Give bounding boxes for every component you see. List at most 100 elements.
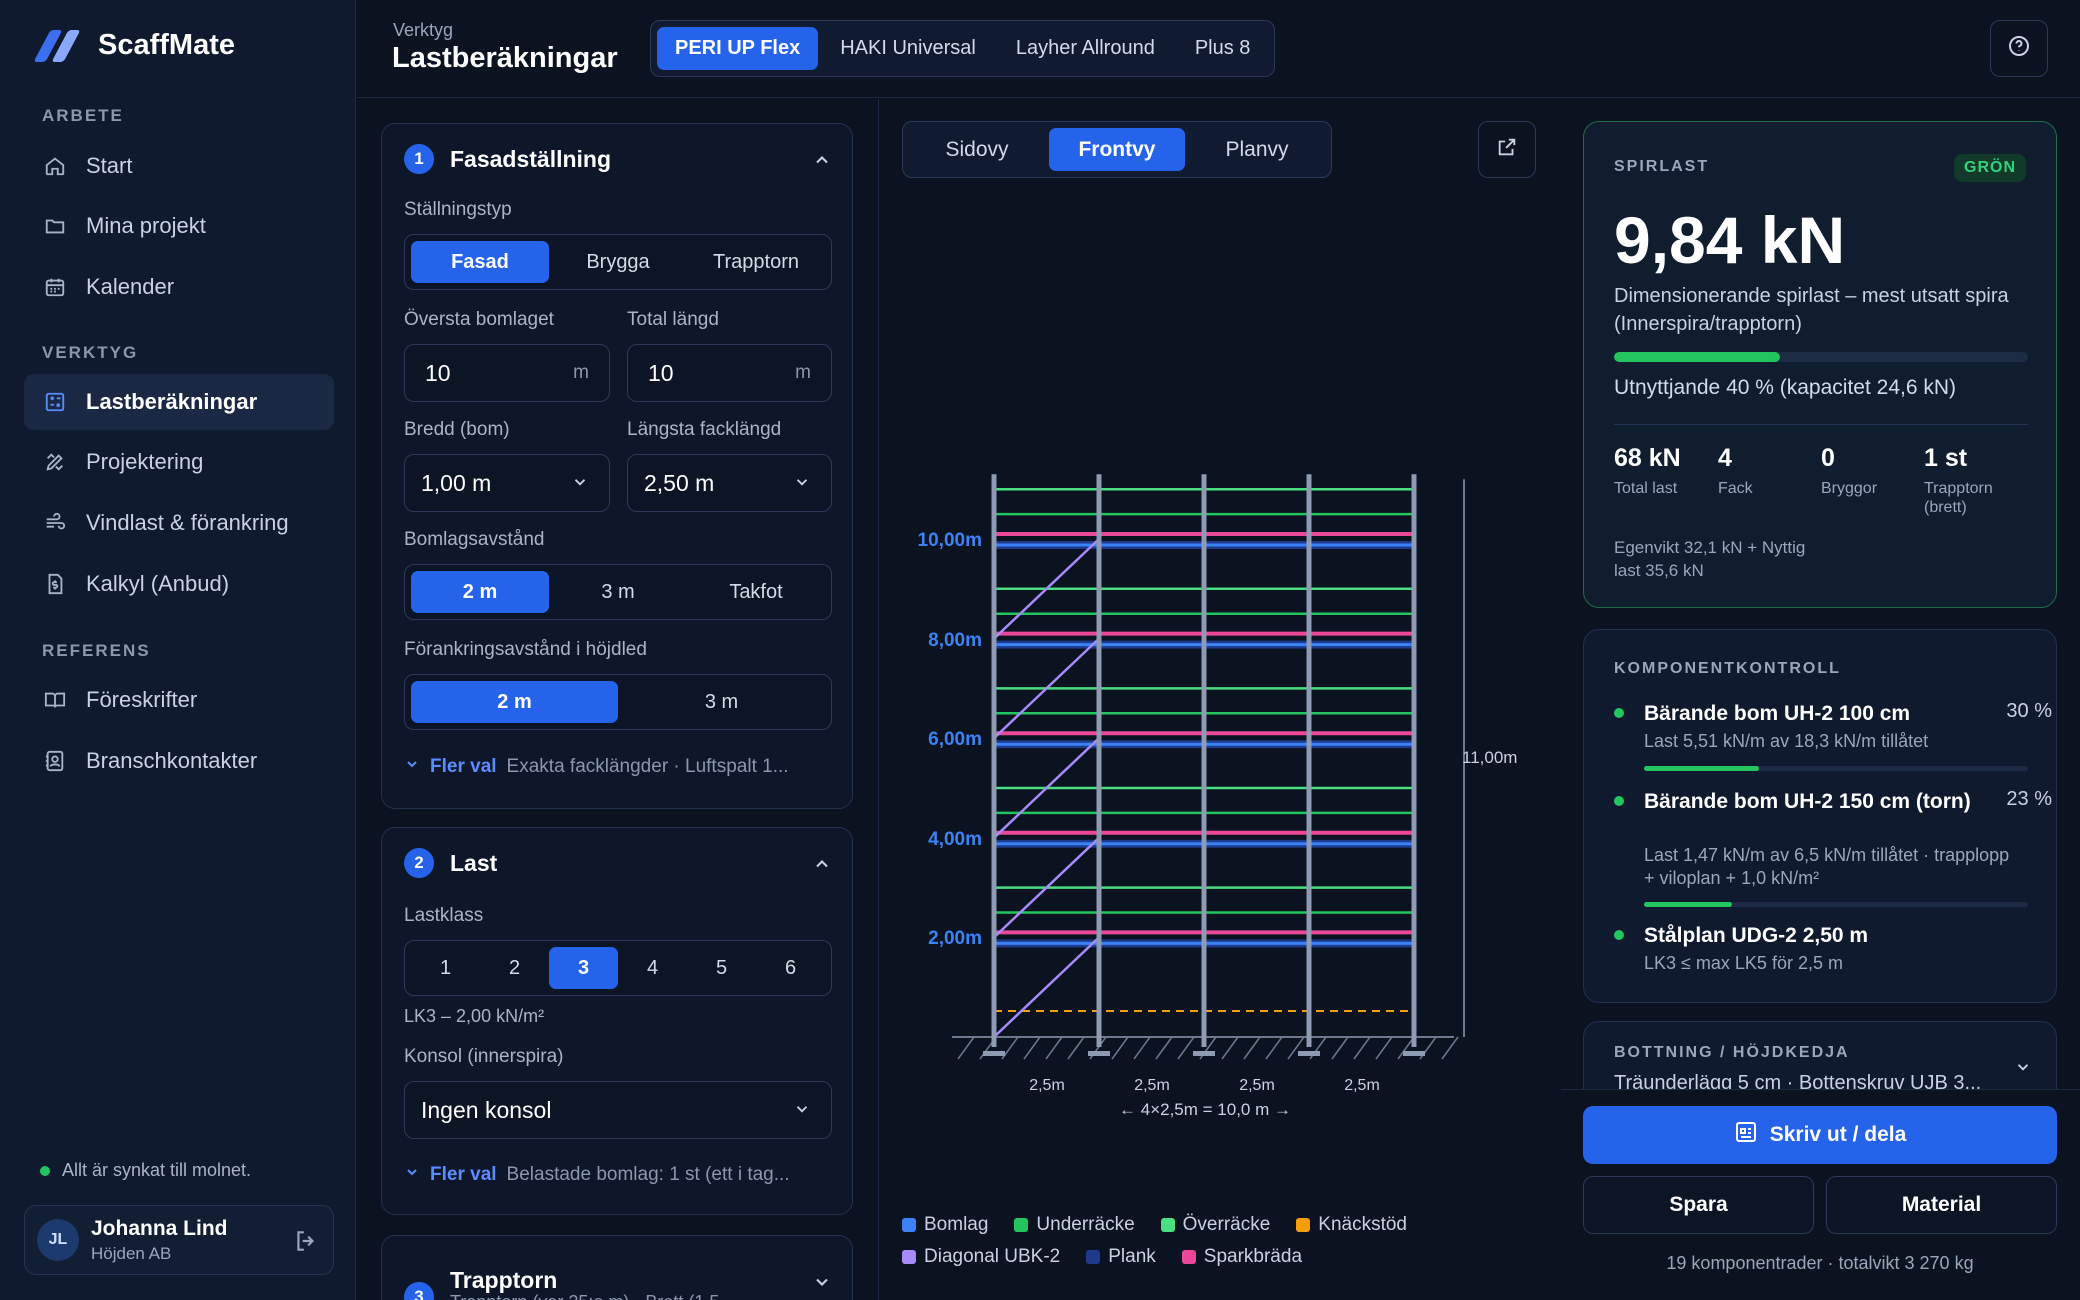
avatar: JL [37,1219,79,1261]
option-lk1[interactable]: 1 [439,956,452,979]
spirlast-description: Dimensionerande spirlast – mest utsatt s… [1614,285,2009,335]
section-number: 1 [404,144,434,174]
bay-dimension-label: 2,5m [1239,1077,1275,1094]
legend-item: Sparkbräda [1181,1246,1302,1268]
option-2m[interactable]: 2 m [411,571,549,613]
option-fasad[interactable]: Fasad [411,241,549,283]
help-button[interactable] [1990,20,2048,77]
chevron-down-icon[interactable] [2014,1058,2032,1081]
nav-section-verktyg: VERKTYG [42,343,139,362]
tab-haki-universal[interactable]: HAKI Universal [840,37,976,59]
user-org: Höjden AB [91,1243,172,1263]
section-header[interactable]: 1 Fasadställning [404,144,611,174]
more-options-link[interactable]: Fler val [430,1164,497,1185]
sidebar-item-projektering[interactable]: Projektering [24,434,334,490]
option-lk5[interactable]: 5 [715,956,728,979]
more-options-link[interactable]: Fler val [430,756,497,777]
open-external-button[interactable] [1478,121,1536,178]
book-icon [42,687,68,713]
console-select[interactable]: Ingen konsol [404,1081,832,1139]
option-3m[interactable]: 3 m [704,690,739,713]
option-takfot[interactable]: Takfot [729,580,783,603]
card-caption: SPIRLAST [1614,158,1710,175]
option-lk3[interactable]: 3 [549,947,618,989]
legend-item: Plank [1086,1246,1156,1268]
system-tabs: PERI UP Flex HAKI Universal Layher Allro… [650,20,1276,77]
logout-icon[interactable] [293,1228,319,1259]
load-class-segment: 1 2 3 4 5 6 [404,940,832,996]
sync-text: Allt är synkat till molnet. [62,1160,252,1180]
chevron-down-icon [404,756,420,778]
tab-sidovy[interactable]: Sidovy [945,137,1009,161]
section-summary: Trapptorn (var 25:e m) · Brett (1,5... [450,1292,734,1300]
option-trapptorn[interactable]: Trapptorn [713,250,799,273]
base-plate [1088,1051,1110,1056]
top-level-input[interactable]: 10 m [404,344,610,402]
chevron-up-icon[interactable] [812,150,832,175]
legend-label: Plank [1108,1246,1156,1267]
sidebar-item-lastberakningar[interactable]: Lastberäkningar [24,374,334,430]
field-label: Konsol (innerspira) [404,1046,564,1067]
field-label: Total längd [627,309,719,330]
sidebar-item-foreskrifter[interactable]: Föreskrifter [24,672,334,728]
component-title: Bärande bom UH-2 100 cm [1644,702,1911,725]
component-bar [1644,902,2028,907]
more-options[interactable]: Fler val Exakta facklängder · Luftspalt … [404,756,834,778]
option-lk6[interactable]: 6 [784,956,797,979]
utilization-fill [1614,352,1780,362]
field-label: Lastklass [404,905,484,926]
tab-layher-allround[interactable]: Layher Allround [1015,37,1155,59]
legend-swatch [1296,1218,1311,1232]
legend-item: Knäckstöd [1296,1214,1407,1236]
sidebar-item-start[interactable]: Start [24,138,334,194]
sidebar-item-kalkyl[interactable]: Kalkyl (Anbud) [24,556,334,612]
sidebar-item-mina-projekt[interactable]: Mina projekt [24,198,334,254]
user-card[interactable]: JL Johanna Lind Höjden AB [24,1205,334,1275]
material-button[interactable]: Material [1826,1176,2057,1234]
load-class-help: LK3 – 2,00 kN/m² [404,1006,545,1026]
drawing-legend: Bomlag Underräcke Överräcke Knäckstöd Di… [902,1214,1502,1268]
ground-hatch [1133,1036,1151,1060]
scaffold-elements [952,474,1465,1060]
total-length-dimension: ← 4×2,5m = 10,0 m → [1119,1100,1291,1119]
option-lk2[interactable]: 2 [508,956,521,979]
section-header[interactable]: 3 Trapptorn [404,1260,557,1300]
tab-plus-8[interactable]: Plus 8 [1194,37,1251,59]
status-dot-icon [1614,796,1624,806]
wind-icon [42,510,68,536]
utilization-text: Utnyttjande 40 % (kapacitet 24,6 kN) [1614,376,1957,399]
status-dot-icon [1614,930,1624,940]
section-number: 2 [404,848,434,878]
width-select[interactable]: 1,00 m [404,454,610,512]
print-share-button[interactable]: Skriv ut / dela [1583,1106,2057,1164]
option-2m[interactable]: 2 m [411,681,618,723]
legend-swatch [1014,1218,1029,1232]
option-lk4[interactable]: 4 [646,956,659,979]
section-header[interactable]: 2 Last [404,848,497,878]
field-label: Bomlagsavstånd [404,529,545,550]
option-3m[interactable]: 3 m [601,580,635,603]
component-bar [1644,766,2028,771]
tab-planvy[interactable]: Planvy [1225,137,1289,161]
legend-swatch [902,1218,916,1232]
chevron-up-icon[interactable] [812,854,832,879]
chevron-down-icon[interactable] [812,1272,832,1297]
base-plate [1193,1051,1215,1056]
sidebar-item-branschkontakter[interactable]: Branschkontakter [24,733,334,789]
tab-frontvy[interactable]: Frontvy [1049,128,1185,171]
more-options[interactable]: Fler val Belastade bomlag: 1 st (ett i t… [404,1164,834,1186]
app-logo[interactable]: ScaffMate [33,28,235,62]
ground-hatch [1045,1036,1063,1060]
save-button[interactable]: Spara [1583,1176,1814,1234]
sidebar-item-kalender[interactable]: Kalender [24,259,334,315]
sidebar: ScaffMate ARBETE Start Mina projekt Kale… [0,0,356,1300]
user-name: Johanna Lind [91,1216,228,1240]
field-label: Bredd (bom) [404,419,510,440]
tab-peri-up-flex[interactable]: PERI UP Flex [657,27,819,70]
option-brygga[interactable]: Brygga [586,250,650,273]
divider [1614,424,2028,425]
bay-length-select[interactable]: 2,50 m [627,454,832,512]
sidebar-item-label: Kalender [86,274,175,299]
sidebar-item-vindlast[interactable]: Vindlast & förankring [24,495,334,551]
total-length-input[interactable]: 10 m [627,344,832,402]
